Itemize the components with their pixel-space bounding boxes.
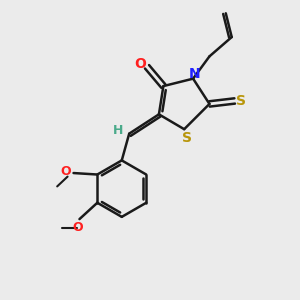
Text: O: O (135, 57, 146, 71)
Text: O: O (60, 165, 71, 178)
Text: N: N (189, 67, 200, 81)
Text: S: S (182, 130, 192, 145)
Text: H: H (113, 124, 123, 137)
Text: S: S (236, 94, 246, 108)
Text: O: O (73, 220, 83, 234)
